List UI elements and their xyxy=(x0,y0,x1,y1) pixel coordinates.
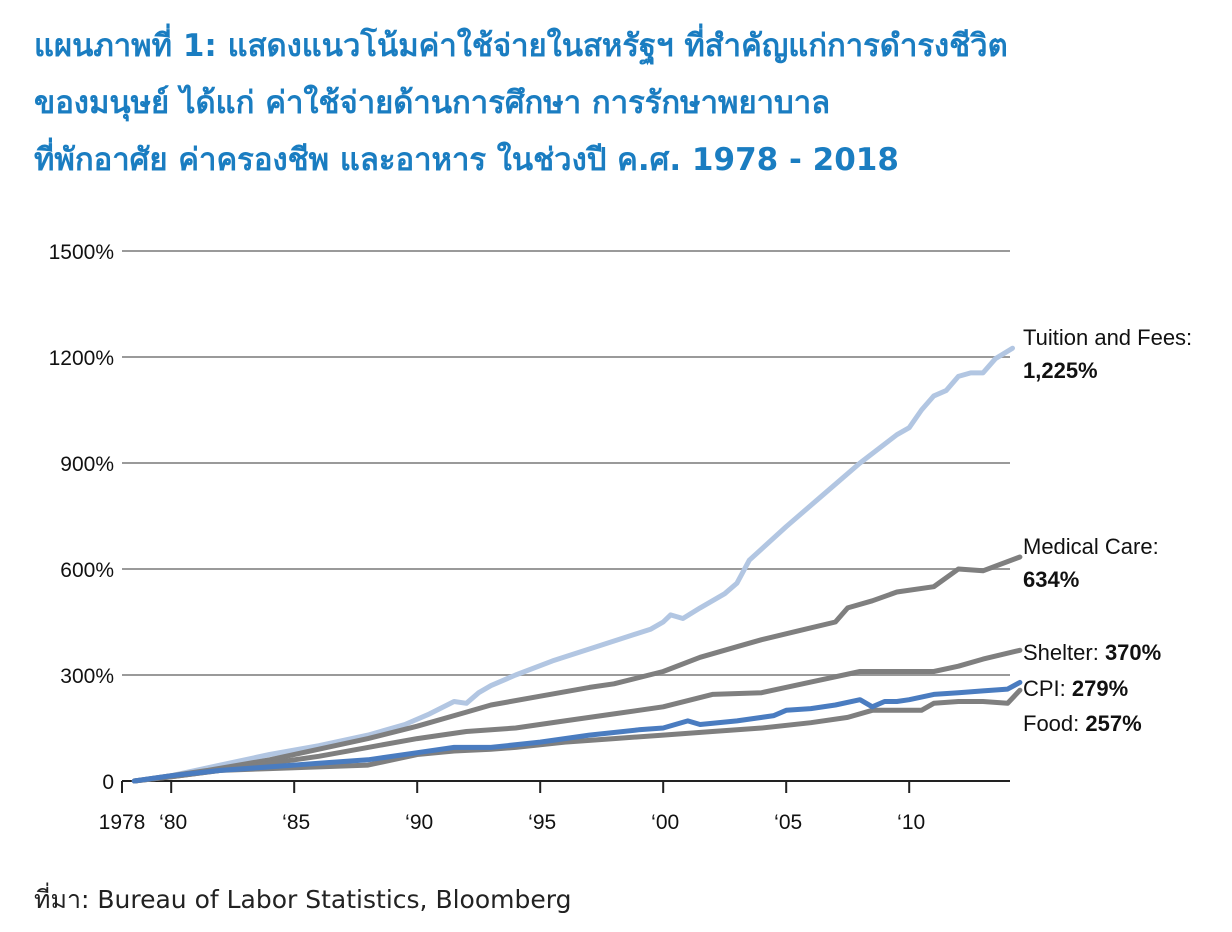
tuition-value-label: 1,225% xyxy=(1023,358,1098,383)
series-line xyxy=(131,679,1023,784)
x-tick-label: ‘90 xyxy=(405,811,433,834)
x-tick-label: ‘05 xyxy=(774,811,802,834)
source-note: ที่มา: Bureau of Labor Statistics, Bloom… xyxy=(34,885,572,914)
x-tick-label: ‘00 xyxy=(651,811,679,834)
cpi-label: CPI: 279% xyxy=(1023,676,1128,701)
title-line-3: ที่พักอาศัย ค่าครองชีพ และอาหาร ในช่วงปี… xyxy=(34,142,899,178)
shelter-value-label: 370% xyxy=(1105,640,1161,665)
x-tick-label: ‘80 xyxy=(159,811,187,834)
y-tick-label: 0 xyxy=(102,771,114,794)
food-label: Food: 257% xyxy=(1023,711,1142,736)
y-tick-label: 1200% xyxy=(49,347,114,370)
medical-name-label: Medical Care: xyxy=(1023,534,1159,559)
y-tick-label: 300% xyxy=(60,665,114,688)
shelter-name-label: Shelter: xyxy=(1023,640,1105,665)
chart-title: แผนภาพที่ 1: แสดงแนวโน้มค่าใช้จ่ายในสหรั… xyxy=(34,18,1214,189)
medical-value-label: 634% xyxy=(1023,567,1079,592)
series-line xyxy=(131,647,1023,784)
y-tick-label: 1500% xyxy=(49,241,114,264)
shelter-label: Shelter: 370% xyxy=(1023,640,1161,665)
x-tick-label: ‘85 xyxy=(282,811,310,834)
cpi-name-label: CPI: xyxy=(1023,676,1072,701)
food-value-label: 257% xyxy=(1085,711,1141,736)
y-tick-label: 900% xyxy=(60,453,114,476)
line-chart: 0 300% 600% 900% 1200% 1500% 1978 ‘80 ‘85 ‘90 ‘95 ‘… xyxy=(49,241,1193,834)
x-tick-label: ‘10 xyxy=(897,811,925,834)
series-line xyxy=(131,345,1015,784)
x-tick-label: 1978 xyxy=(99,811,146,834)
tuition-name-label: Tuition and Fees: xyxy=(1023,325,1192,350)
title-line-2: ของมนุษย์ ได้แก่ ค่าใช้จ่ายด้านการศึกษา … xyxy=(34,85,831,121)
series-line xyxy=(131,687,1023,784)
x-tick-label: ‘95 xyxy=(528,811,556,834)
series-line xyxy=(131,554,1023,784)
title-line-1: แผนภาพที่ 1: แสดงแนวโน้มค่าใช้จ่ายในสหรั… xyxy=(34,28,1008,64)
food-name-label: Food: xyxy=(1023,711,1085,736)
y-tick-label: 600% xyxy=(60,559,114,582)
cpi-value-label: 279% xyxy=(1072,676,1128,701)
